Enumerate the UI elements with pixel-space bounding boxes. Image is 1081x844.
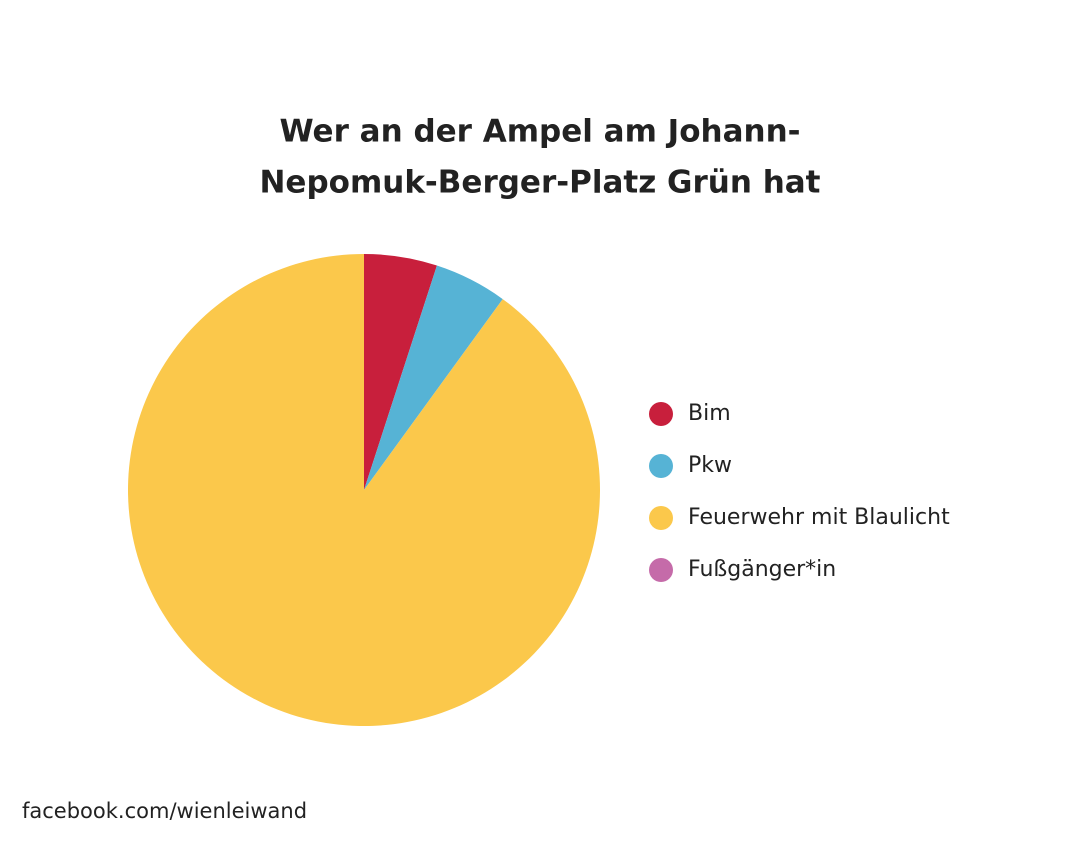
chart-title: Wer an der Ampel am Johann-: [279, 114, 800, 150]
chart-title: Nepomuk-Berger-Platz Grün hat: [259, 165, 820, 201]
legend-label: Pkw: [688, 453, 732, 478]
legend-label: Feuerwehr mit Blaulicht: [688, 505, 950, 530]
source-note: facebook.com/wienleiwand: [22, 799, 307, 823]
legend-marker: [649, 454, 673, 478]
legend-label: Bim: [688, 401, 731, 426]
pie-slice: [364, 254, 437, 490]
legend-marker: [649, 558, 673, 582]
pie-slice: [128, 253, 601, 726]
legend-marker: [649, 402, 673, 426]
pie-slice: [364, 265, 503, 490]
legend-marker: [649, 506, 673, 530]
legend-label: Fußgänger*in: [688, 557, 836, 582]
